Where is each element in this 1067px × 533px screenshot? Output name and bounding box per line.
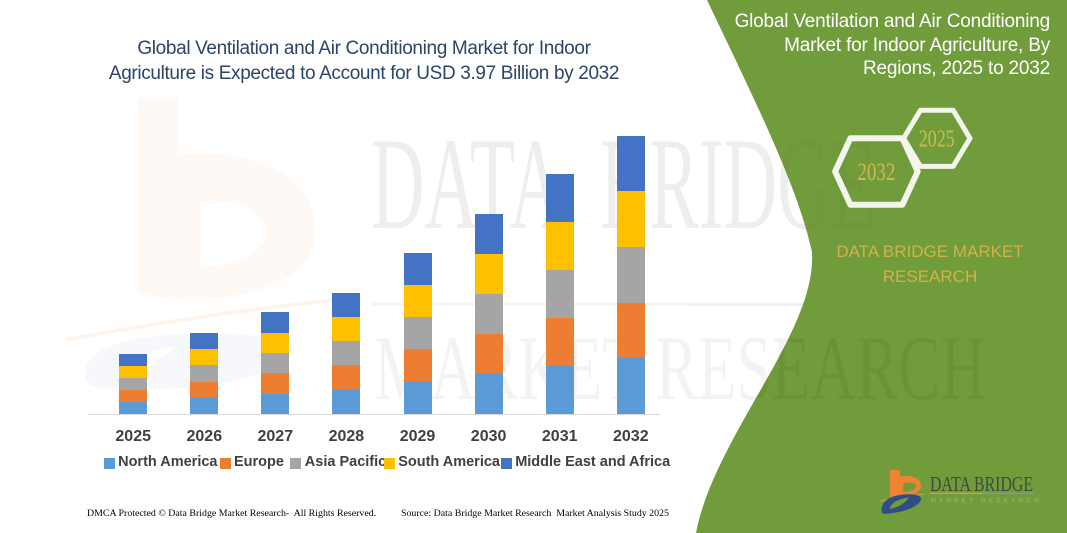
svg-text:MARKET RESEARCH: MARKET RESEARCH [374, 317, 986, 419]
svg-text:MARKET RESEARCH: MARKET RESEARCH [931, 498, 1042, 505]
svg-text:2032: 2032 [857, 159, 895, 186]
svg-text:DATA BRIDGE: DATA BRIDGE [930, 472, 1033, 496]
svg-text:2025: 2025 [919, 127, 955, 153]
